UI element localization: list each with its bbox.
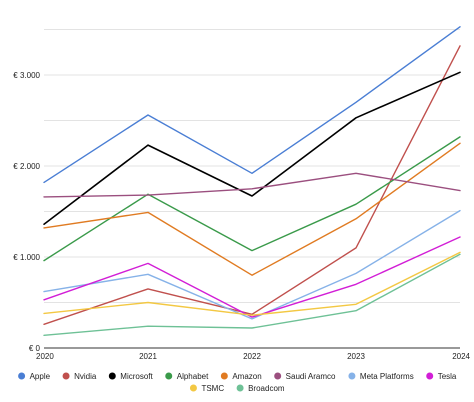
legend-marker-saudi-aramco (274, 372, 282, 380)
legend-marker-broadcom (236, 384, 244, 392)
legend-label-meta-platforms: Meta Platforms (360, 372, 414, 381)
legend-marker-tsmc (189, 384, 197, 392)
series-line-meta-platforms (43, 209, 461, 320)
series-line-tesla (43, 236, 461, 318)
legend-label-apple: Apple (30, 372, 51, 381)
legend-label-tesla: Tesla (438, 372, 457, 381)
series-line-nvidia (43, 45, 461, 325)
axes: € 0 € 1.000 € 2.000 € 3.000 2020 2021 2022 2023… (13, 71, 470, 361)
series-line-apple (43, 26, 461, 184)
legend-label-broadcom: Broadcom (248, 384, 285, 393)
x-tick-label: 2020 (36, 352, 54, 361)
series-line-alphabet (43, 136, 461, 262)
y-tick-label: € 1.000 (13, 253, 40, 262)
legend-marker-amazon (220, 372, 228, 380)
series-line-saudi-aramco (43, 172, 461, 198)
x-tick-label: 2021 (139, 352, 157, 361)
x-tick-label: 2023 (347, 352, 365, 361)
legend-marker-alphabet (165, 372, 173, 380)
legend-marker-meta-platforms (348, 372, 356, 380)
y-tick-label: € 2.000 (13, 162, 40, 171)
legend-marker-apple (18, 372, 26, 380)
y-tick-label: € 3.000 (13, 71, 40, 80)
y-tick-label: € 0 (29, 344, 41, 353)
legend: Apple Nvidia Microsoft Alphabet Amazon Saudi … (18, 372, 457, 393)
legend-marker-microsoft (108, 372, 116, 380)
gridlines (44, 29, 460, 303)
legend-label-amazon: Amazon (232, 372, 261, 381)
x-tick-label: 2024 (452, 352, 470, 361)
legend-label-microsoft: Microsoft (120, 372, 153, 381)
legend-label-saudi-aramco: Saudi Aramco (286, 372, 336, 381)
legend-label-tsmc: TSMC (201, 384, 224, 393)
legend-label-nvidia: Nvidia (74, 372, 97, 381)
series-line-microsoft (43, 71, 461, 225)
x-tick-label: 2022 (243, 352, 261, 361)
legend-marker-tesla (426, 372, 434, 380)
legend-marker-nvidia (62, 372, 70, 380)
legend-label-alphabet: Alphabet (177, 372, 209, 381)
series-lines (43, 26, 461, 336)
series-line-amazon (43, 142, 461, 276)
series-line-broadcom (43, 253, 461, 336)
series-line-tsmc (43, 251, 461, 316)
